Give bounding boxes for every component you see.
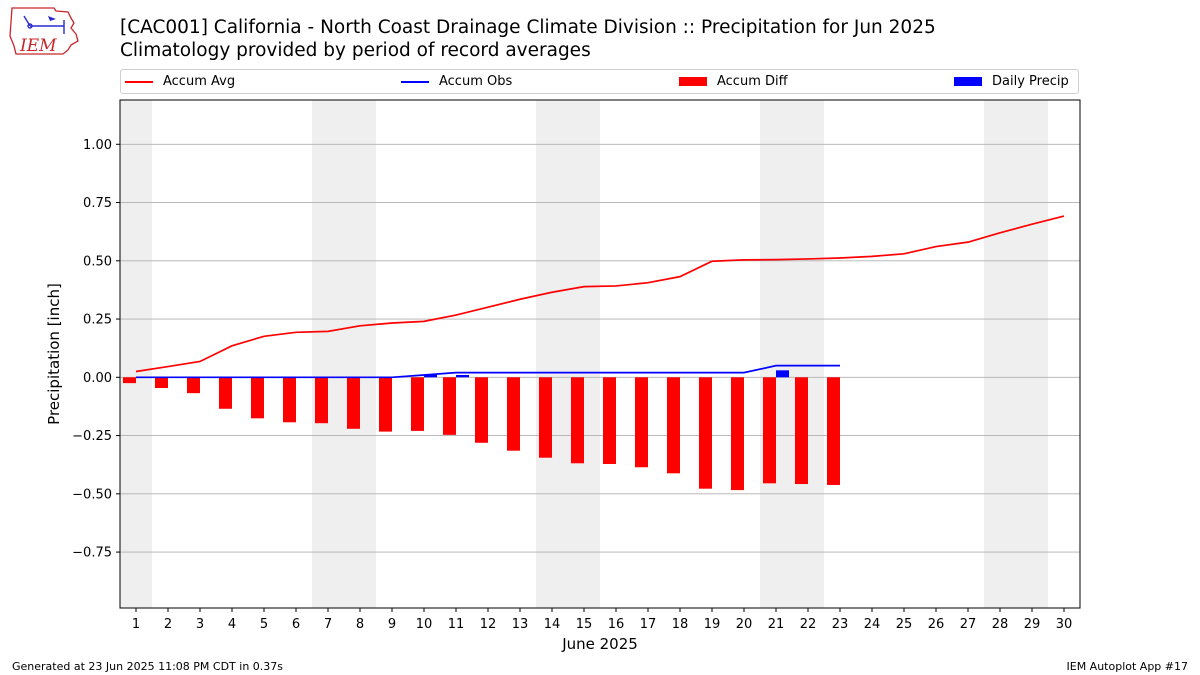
chart-subtitle: Climatology provided by period of record… — [120, 40, 591, 61]
y-axis-label: Precipitation [inch] — [45, 283, 63, 425]
diff-bar-16 — [603, 377, 616, 464]
legend-swatch-daily-precip — [954, 77, 982, 86]
diff-bar-20 — [731, 377, 744, 491]
xtick-label-30: 30 — [1056, 617, 1073, 632]
daily-bar-11 — [456, 374, 469, 378]
diff-bar-22 — [795, 377, 808, 485]
xtick-label-12: 12 — [480, 617, 497, 632]
ytick-label-7: 1.00 — [83, 138, 112, 153]
legend-label-accum-diff: Accum Diff — [717, 74, 788, 89]
footer-generated: Generated at 23 Jun 2025 11:08 PM CDT in… — [12, 660, 284, 673]
diff-bar-23 — [827, 377, 840, 485]
diff-bar-8 — [347, 377, 360, 429]
xtick-label-26: 26 — [928, 617, 945, 632]
iem-logo-icon[interactable]: IEM — [8, 6, 82, 58]
diff-bar-11 — [443, 377, 456, 435]
weekend-shade-4 — [984, 100, 1048, 608]
xtick-label-24: 24 — [864, 617, 881, 632]
line-accum-avg — [135, 215, 1065, 373]
diff-bar-13 — [507, 377, 520, 451]
xtick-label-8: 8 — [356, 617, 364, 632]
xtick-label-13: 13 — [512, 617, 529, 632]
legend-item-accum-obs: Accum Obs — [401, 70, 512, 93]
weekend-shade-0 — [120, 100, 152, 608]
xtick-label-18: 18 — [672, 617, 689, 632]
xtick-label-23: 23 — [832, 617, 849, 632]
xtick-label-9: 9 — [388, 617, 396, 632]
line-accum-obs — [136, 364, 840, 379]
xtick-label-19: 19 — [704, 617, 721, 632]
chart-title: [CAC001] California - North Coast Draina… — [120, 17, 936, 38]
legend: Accum Avg Accum Obs Accum Diff Daily Pre… — [120, 69, 1079, 94]
ytick-label-6: 0.75 — [83, 196, 112, 211]
plot-frame — [119, 99, 1081, 609]
weekend-shade-1 — [312, 100, 376, 608]
xtick-label-6: 6 — [292, 617, 300, 632]
legend-label-accum-avg: Accum Avg — [163, 74, 236, 89]
legend-swatch-accum-avg — [125, 80, 153, 83]
xtick-label-11: 11 — [448, 617, 465, 632]
xtick-label-22: 22 — [800, 617, 817, 632]
xtick-label-20: 20 — [736, 617, 753, 632]
diff-bar-4 — [219, 377, 232, 409]
diff-bar-12 — [475, 377, 488, 443]
diff-bar-21 — [763, 377, 776, 484]
footer-app: IEM Autoplot App #17 — [1066, 660, 1189, 673]
xtick-label-27: 27 — [960, 617, 977, 632]
ytick-label-1: −0.50 — [72, 487, 112, 502]
legend-item-accum-diff: Accum Diff — [679, 70, 788, 93]
xtick-label-17: 17 — [640, 617, 657, 632]
legend-label-accum-obs: Accum Obs — [439, 74, 513, 89]
xtick-label-3: 3 — [196, 617, 204, 632]
diff-bar-14 — [539, 377, 552, 458]
diff-bar-3 — [187, 377, 200, 394]
ytick-label-5: 0.50 — [83, 254, 112, 269]
legend-label-daily-precip: Daily Precip — [992, 74, 1069, 89]
ytick-label-2: −0.25 — [72, 429, 112, 444]
x-axis-label: June 2025 — [561, 635, 638, 653]
diff-bar-19 — [699, 377, 712, 489]
daily-bar-21 — [776, 370, 789, 378]
ytick-label-3: 0.00 — [83, 371, 112, 386]
xtick-label-25: 25 — [896, 617, 913, 632]
diff-bar-7 — [315, 377, 328, 424]
xtick-label-14: 14 — [544, 617, 561, 632]
diff-bar-2 — [155, 377, 168, 389]
xtick-label-16: 16 — [608, 617, 625, 632]
daily-bar-10 — [424, 374, 437, 378]
diff-bar-18 — [667, 377, 680, 474]
weekend-shade-2 — [536, 100, 600, 608]
ytick-label-0: −0.75 — [72, 546, 112, 561]
xtick-label-2: 2 — [164, 617, 172, 632]
diff-bar-6 — [283, 377, 296, 423]
diff-bar-10 — [411, 377, 424, 431]
legend-swatch-accum-obs — [401, 80, 429, 83]
xtick-label-4: 4 — [228, 617, 236, 632]
iem-logo-text: IEM — [19, 36, 57, 56]
diff-bar-15 — [571, 377, 584, 464]
diff-bar-1 — [123, 377, 136, 384]
xtick-label-21: 21 — [768, 617, 785, 632]
xtick-label-15: 15 — [576, 617, 593, 632]
weekend-shade-3 — [760, 100, 824, 608]
ytick-label-4: 0.25 — [83, 313, 112, 328]
xtick-label-28: 28 — [992, 617, 1009, 632]
diff-bar-17 — [635, 377, 648, 468]
xtick-label-10: 10 — [416, 617, 433, 632]
legend-item-daily-precip: Daily Precip — [954, 70, 1069, 93]
diff-bar-9 — [379, 377, 392, 432]
diff-bar-5 — [251, 377, 264, 419]
xtick-label-7: 7 — [324, 617, 332, 632]
xtick-label-5: 5 — [260, 617, 268, 632]
xtick-label-29: 29 — [1024, 617, 1041, 632]
legend-swatch-accum-diff — [679, 77, 707, 86]
xtick-label-1: 1 — [132, 617, 140, 632]
legend-item-accum-avg: Accum Avg — [125, 70, 235, 93]
